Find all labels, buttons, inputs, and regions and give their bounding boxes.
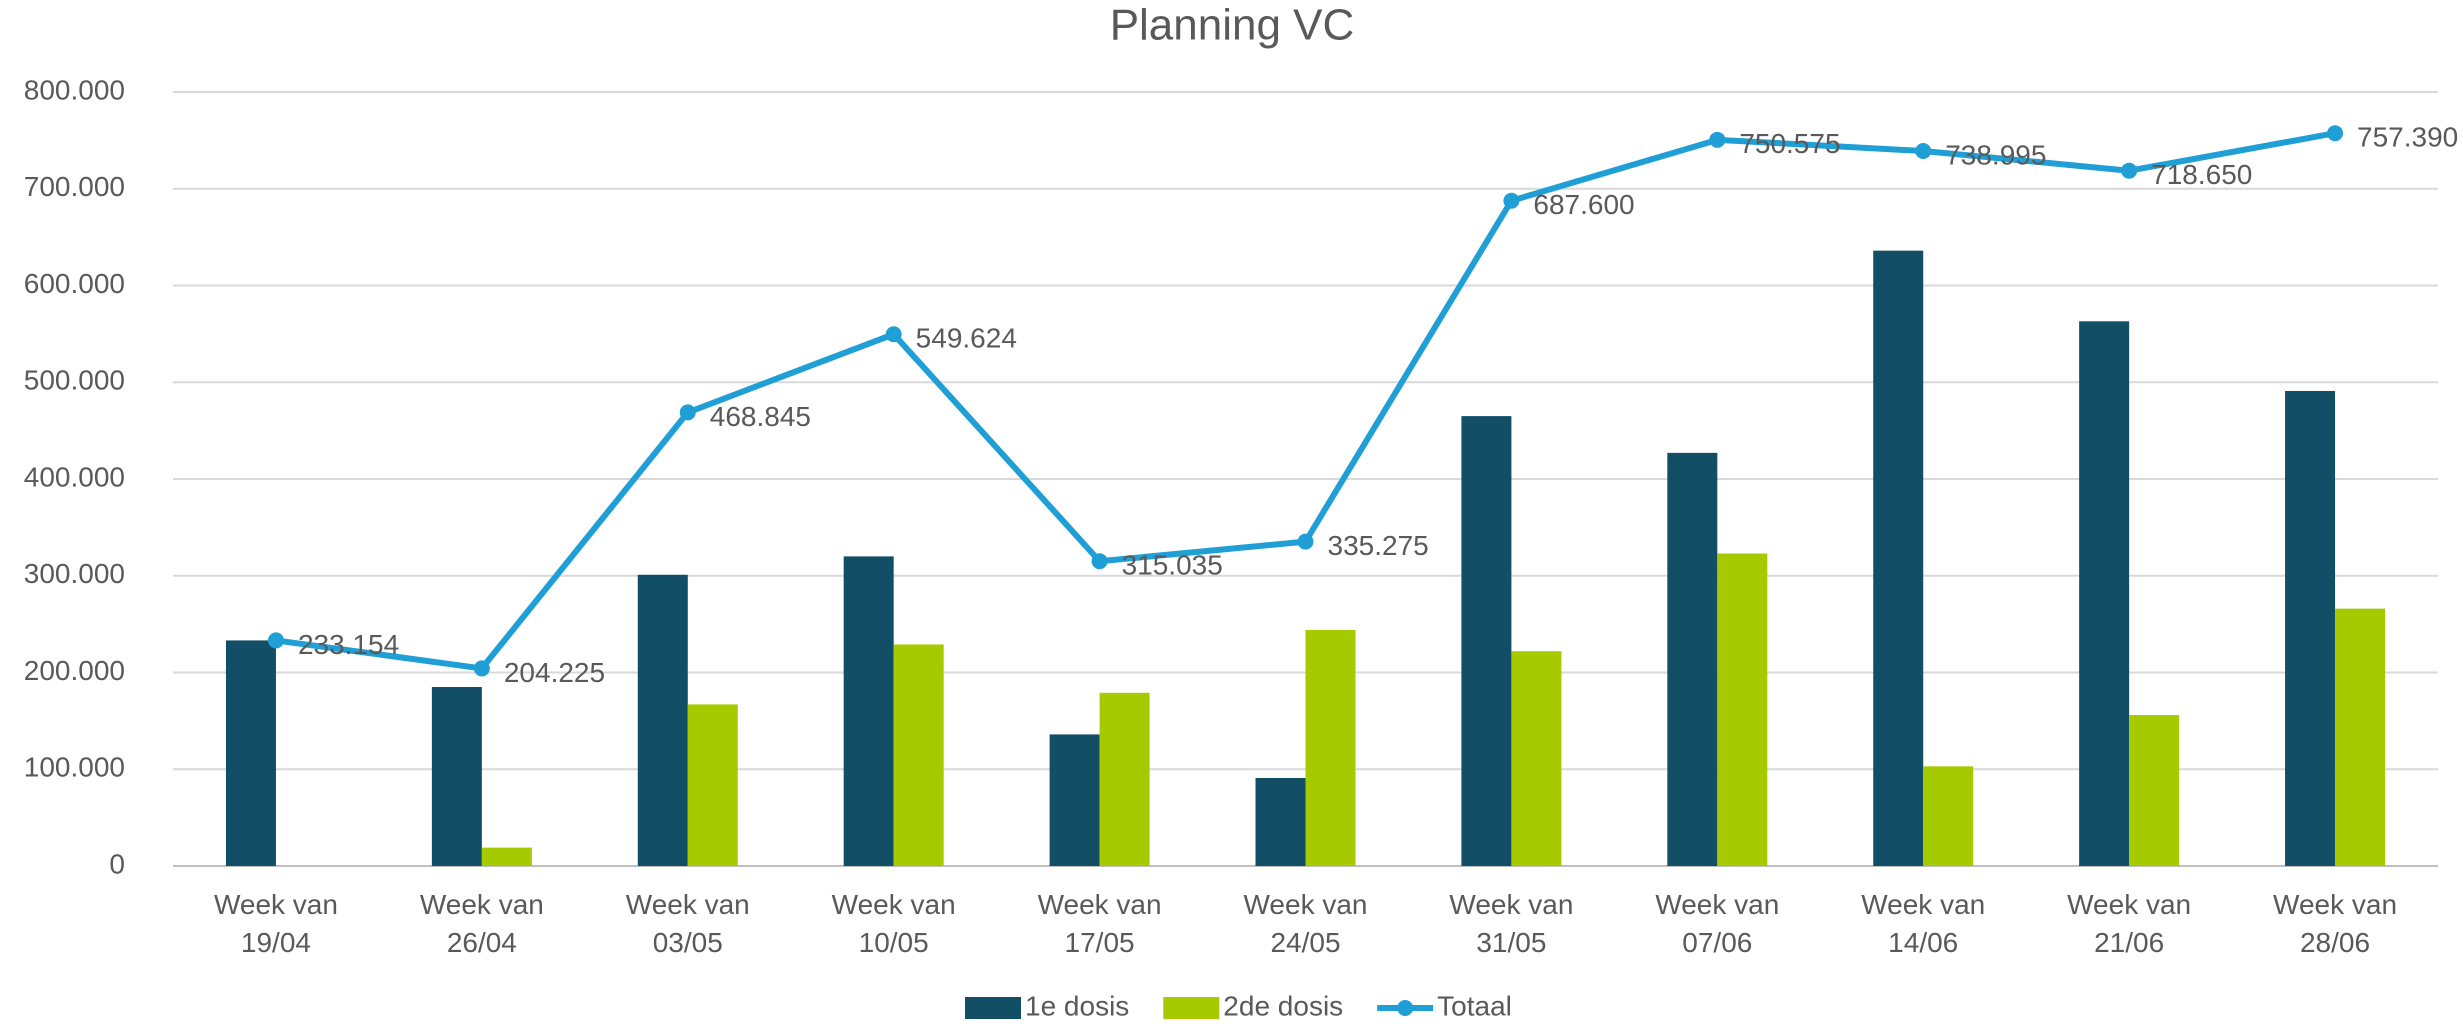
line-point [1915,143,1932,160]
y-tick-label: 500.000 [24,365,125,396]
y-tick-label: 700.000 [24,171,125,202]
legend-swatch [1163,997,1220,1019]
line-point [1297,533,1314,550]
bar [481,847,532,866]
legend-label: 1e dosis [1025,990,1129,1021]
data-label: 738.995 [1945,139,2046,170]
data-label: 718.650 [2151,159,2252,190]
data-label: 549.624 [916,323,1017,354]
data-label: 335.275 [1328,530,1429,561]
x-tick-label: Week van 24/05 [1243,889,1368,958]
x-tick-label: Week van 26/04 [419,889,544,958]
line-point [473,660,490,677]
bar [1923,766,1974,866]
bar [2285,390,2336,866]
bar [1099,692,1150,866]
bar [1873,250,1924,867]
data-label: 233.154 [298,629,399,660]
data-label: 757.390 [2357,122,2458,153]
line-point [267,632,284,649]
bar [687,704,738,866]
line-point [679,404,696,421]
data-label: 687.600 [1533,189,1634,220]
bar [1255,777,1306,866]
bar [2335,608,2386,866]
line-point [2327,125,2344,142]
line-point [2121,162,2138,179]
y-tick-label: 800.000 [24,74,125,105]
data-label: 750.575 [1739,128,1840,159]
legend-swatch [1397,1000,1414,1016]
x-tick-label: Week van 17/05 [1037,889,1162,958]
x-tick-label: Week van 31/05 [1449,889,1574,958]
x-tick-label: Week van 21/06 [2067,889,2192,958]
x-tick-label: Week van 19/04 [213,889,338,958]
line-point [1503,192,1520,209]
bar [1511,651,1562,866]
bar [1305,629,1356,866]
legend-label: Totaal [1437,990,1512,1021]
data-label: 468.845 [710,401,811,432]
x-tick-label: Week van 28/06 [2273,889,2398,958]
y-tick-label: 300.000 [24,558,125,589]
data-label: 204.225 [504,657,605,688]
y-tick-label: 100.000 [24,752,125,783]
bar [637,574,688,866]
bar [1049,734,1100,866]
bar [1461,416,1512,866]
x-tick-label: Week van 10/05 [831,889,956,958]
x-tick-label: Week van 07/06 [1655,889,1780,958]
y-tick-label: 600.000 [24,268,125,299]
bar [431,687,482,866]
y-tick-label: 0 [109,848,125,879]
line [275,130,2336,672]
y-tick-label: 200.000 [24,655,125,686]
legend-label: 2de dosis [1223,990,1343,1021]
bar [2129,715,2180,866]
data-label: 315.035 [1122,550,1223,581]
y-tick-label: 400.000 [24,461,125,492]
bar [1717,553,1768,866]
bar [225,640,276,866]
line-point [885,326,902,343]
x-tick-label: Week van 14/06 [1861,889,1986,958]
x-tick-label: Week van 03/05 [625,889,750,958]
line-point [1709,131,1726,148]
bar [1667,452,1718,866]
bar [2079,321,2130,866]
bar [893,644,944,866]
line-point [1091,553,1108,570]
chart-title: Planning VC [1110,1,1355,50]
bar [843,556,894,866]
legend-swatch [965,997,1021,1019]
